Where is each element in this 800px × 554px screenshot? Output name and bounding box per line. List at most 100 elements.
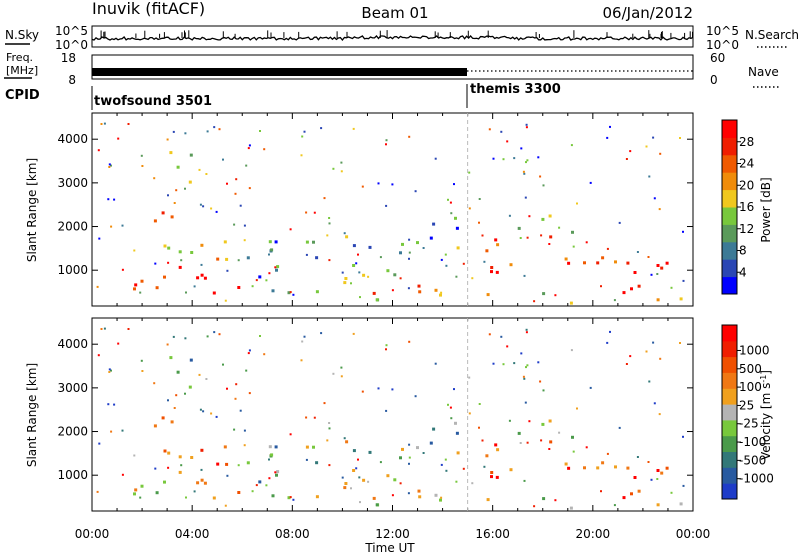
- power-scatter-point: [613, 299, 616, 302]
- power-echo-point: [549, 235, 553, 239]
- power-scatter-point: [659, 152, 662, 155]
- power-echo-point: [571, 230, 574, 234]
- velocity-scatter-point: [652, 341, 655, 344]
- power-scatter-point: [600, 285, 602, 288]
- power-scatter-point: [385, 139, 388, 142]
- velocity-scatter-point: [450, 417, 453, 420]
- velocity-scatter-point: [180, 464, 183, 467]
- power-scatter-point: [313, 211, 316, 214]
- power-scatter-point: [328, 222, 331, 225]
- power-colorbar-swatch: [722, 241, 737, 260]
- power-echo-point: [134, 283, 138, 287]
- velocity-echo-point: [665, 466, 669, 470]
- power-scatter-point: [481, 234, 484, 237]
- velocity-scatter-point: [305, 458, 308, 461]
- velocity-scatter-point: [523, 479, 526, 482]
- power-scatter-point: [200, 263, 203, 266]
- power-scatter-point: [167, 194, 169, 197]
- power-echo-point: [225, 257, 229, 261]
- power-scatter-point: [618, 221, 621, 224]
- power-scatter-point: [184, 132, 187, 135]
- cpid-label: CPID: [5, 88, 40, 103]
- velocity-echo-point: [456, 451, 460, 455]
- velocity-scatter-point: [647, 461, 650, 463]
- velocity-echo-point: [362, 478, 366, 482]
- velocity-echo-point: [212, 496, 216, 500]
- nsky-trace: [91, 30, 694, 42]
- power-scatter-point: [215, 210, 218, 213]
- power-scatter-point: [682, 279, 685, 282]
- power-colorbar-swatch: [722, 172, 737, 191]
- velocity-echo-point: [368, 450, 372, 454]
- velocity-echo-point: [548, 419, 552, 423]
- power-colorbar-swatch: [722, 276, 737, 295]
- velocity-echo-point: [287, 496, 291, 500]
- velocity-scatter-point: [243, 444, 246, 447]
- velocity-echo-point: [679, 502, 683, 506]
- power-scatter-point: [520, 147, 523, 150]
- velocity-echo-point: [486, 498, 490, 502]
- velocity-scatter-point: [658, 413, 661, 416]
- power-scatter-point: [96, 285, 99, 288]
- velocity-echo-point: [416, 446, 419, 450]
- power-scatter-point: [166, 138, 169, 141]
- velocity-colorbar-tick-label: 100: [739, 380, 762, 394]
- power-scatter-point: [255, 279, 258, 282]
- velocity-scatter-point: [408, 340, 411, 343]
- power-echo-point: [386, 269, 390, 273]
- power-scatter-point: [399, 277, 402, 280]
- velocity-scatter-point: [235, 383, 238, 386]
- velocity-echo-point: [178, 470, 182, 474]
- velocity-scatter-point: [629, 355, 632, 358]
- velocity-scatter-point: [585, 446, 588, 449]
- power-scatter-point: [103, 122, 106, 125]
- velocity-colorbar-swatch: [722, 467, 737, 484]
- velocity-scatter-point: [343, 437, 346, 440]
- velocity-scatter-point: [367, 480, 370, 483]
- power-scatter-point: [235, 178, 238, 181]
- power-echo-point: [614, 260, 617, 264]
- power-scatter-point: [682, 230, 684, 233]
- velocity-scatter-point: [328, 427, 331, 430]
- power-scatter-point: [243, 224, 246, 227]
- velocity-echo-point: [190, 456, 194, 459]
- velocity-echo-point: [549, 440, 553, 444]
- power-colorbar-swatch: [722, 189, 737, 208]
- velocity-echo-point: [455, 431, 459, 435]
- velocity-echo-point: [274, 445, 278, 449]
- velocity-echo-point: [315, 495, 319, 499]
- power-scatter-point: [526, 236, 529, 239]
- nsky-line: [91, 35, 694, 42]
- velocity-scatter-point: [268, 458, 270, 461]
- velocity-colorbar-swatch: [722, 419, 737, 437]
- velocity-echo-point: [203, 481, 207, 485]
- power-scatter-point: [340, 170, 343, 173]
- power-scatter-point: [300, 154, 303, 157]
- velocity-scatter-point: [210, 412, 213, 415]
- velocity-scatter-point: [444, 458, 447, 461]
- velocity-echo-point: [541, 422, 545, 426]
- velocity-scatter-point: [483, 465, 486, 468]
- nave-tick-top: 60: [710, 51, 725, 65]
- power-scatter-point: [154, 262, 157, 265]
- power-echo-point: [517, 226, 521, 230]
- velocity-scatter-point: [303, 335, 306, 338]
- velocity-echo-point: [169, 356, 173, 360]
- power-scatter-point: [525, 123, 528, 126]
- power-echo-point: [509, 263, 513, 267]
- power-scatter-point: [98, 237, 101, 240]
- velocity-echo-point: [417, 489, 421, 493]
- velocity-echo-point: [268, 445, 272, 449]
- power-scatter-point: [247, 147, 250, 150]
- power-scatter-point: [343, 232, 346, 235]
- velocity-echo-point: [246, 461, 250, 465]
- power-y-tick-label: 2000: [57, 220, 88, 234]
- velocity-echo-point: [223, 445, 227, 449]
- velocity-colorbar-swatch: [722, 451, 737, 468]
- x-tick-labels: 00:00 04:00 08:00 12:00 16:00 20:00 00:00: [75, 527, 711, 541]
- velocity-echo-point: [161, 416, 165, 420]
- power-scatter-point: [251, 285, 254, 288]
- power-scatter-point: [193, 285, 196, 288]
- power-scatter-point: [379, 256, 382, 259]
